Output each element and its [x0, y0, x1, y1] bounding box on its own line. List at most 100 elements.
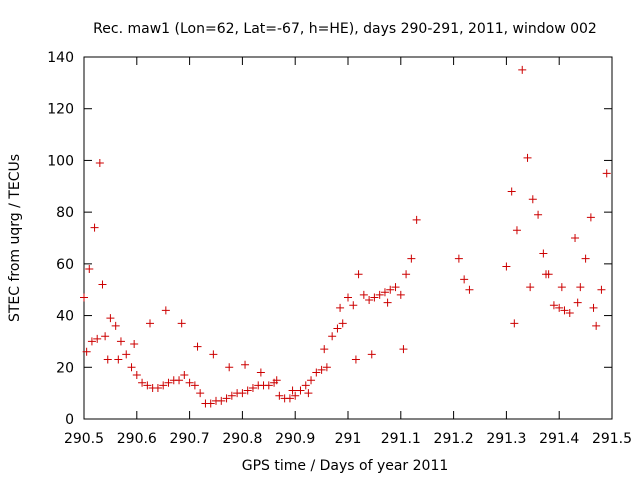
data-point-marker [571, 234, 580, 242]
data-point-marker [264, 381, 273, 390]
data-point-marker [164, 378, 173, 387]
data-point-marker [275, 391, 284, 400]
data-point-marker [146, 319, 154, 328]
data-point-marker [338, 319, 347, 328]
data-point-marker [526, 283, 535, 292]
data-point-marker [351, 355, 360, 364]
data-point-marker [507, 187, 516, 196]
data-point-marker [367, 350, 376, 359]
data-point-marker [581, 254, 590, 263]
y-tick-label: 60 [56, 257, 74, 273]
data-point-marker [206, 399, 215, 408]
y-tick-label: 0 [65, 412, 74, 428]
data-point-marker [98, 280, 107, 289]
data-point-marker [291, 391, 300, 400]
x-tick-label: 290.6 [117, 431, 157, 447]
data-point-marker [130, 340, 139, 349]
data-point-marker [85, 265, 94, 274]
data-point-marker [180, 371, 189, 380]
data-point-marker [161, 306, 170, 315]
data-point-marker [465, 285, 474, 294]
y-tick-label: 140 [47, 50, 74, 66]
data-point-marker [386, 285, 395, 294]
data-point-marker [349, 301, 358, 310]
x-tick-label: 291.1 [381, 431, 421, 447]
data-point-marker [402, 270, 411, 279]
data-point-marker [103, 355, 112, 364]
data-point-marker [312, 368, 321, 377]
data-point-marker [322, 363, 331, 372]
data-point-marker [95, 159, 104, 168]
data-point-marker [380, 288, 389, 297]
data-point-marker [542, 270, 550, 279]
axis-ticks [83, 56, 613, 420]
data-point-marker [301, 381, 310, 390]
data-point-marker [87, 337, 96, 346]
data-point-marker [185, 378, 194, 387]
data-point-marker [248, 383, 257, 392]
data-point-marker [597, 285, 606, 294]
data-point-marker [143, 381, 152, 390]
data-point-marker [296, 386, 305, 395]
data-point-marker [576, 283, 585, 292]
data-point-marker [354, 270, 363, 279]
data-point-marker [317, 365, 326, 374]
data-point-marker [412, 215, 421, 224]
y-tick-label: 20 [56, 360, 74, 376]
data-point-marker [560, 306, 569, 315]
data-point-marker [193, 342, 202, 351]
y-axis-label: STEC from uqrg / TECUs [7, 154, 23, 322]
data-point-marker [114, 355, 123, 364]
x-tick-labels: 290.5 290.6 290.7 290.8 290.9 291 291.1 291.2 29… [64, 431, 632, 447]
x-tick-label: 291.4 [539, 431, 579, 447]
data-point-marker [256, 368, 265, 377]
data-point-marker [602, 169, 611, 178]
data-point-marker [391, 283, 400, 292]
data-point-marker [225, 363, 234, 372]
data-point-marker [512, 226, 521, 235]
data-point-marker [272, 376, 281, 385]
data-point-marker [555, 303, 564, 312]
data-point-marker [116, 337, 125, 346]
x-tick-label: 291 [335, 431, 362, 447]
y-tick-label: 120 [47, 102, 74, 118]
x-tick-label: 290.7 [170, 431, 210, 447]
x-tick-label: 291.2 [434, 431, 474, 447]
data-point-marker [460, 275, 469, 284]
data-point-marker [399, 345, 408, 354]
data-point-marker [370, 293, 379, 302]
data-point-marker [304, 389, 313, 398]
data-point-marker [565, 308, 574, 317]
data-point-marker [153, 383, 162, 392]
data-point-marker [227, 391, 236, 400]
data-point-marker [101, 332, 110, 341]
data-point-marker [243, 386, 252, 395]
data-point-marker [111, 321, 120, 330]
data-point-marker [106, 314, 115, 323]
data-point-marker [159, 381, 168, 390]
y-tick-label: 80 [56, 205, 74, 221]
x-tick-label: 290.5 [64, 431, 104, 447]
data-point-marker [557, 283, 566, 292]
x-tick-label: 290.9 [275, 431, 315, 447]
data-point-marker [586, 213, 595, 222]
data-points [80, 65, 611, 408]
data-point-marker [502, 262, 511, 271]
x-tick-label: 291.5 [592, 431, 632, 447]
data-point-marker [241, 360, 250, 369]
y-tick-label: 100 [47, 153, 74, 169]
data-point-marker [328, 332, 337, 341]
data-point-marker [175, 376, 184, 385]
data-point-marker [209, 350, 218, 359]
x-axis-label: GPS time / Days of year 2011 [242, 458, 449, 474]
data-point-marker [359, 290, 368, 299]
data-point-marker [190, 381, 199, 390]
data-point-marker [523, 153, 532, 162]
data-point-marker [510, 319, 519, 328]
data-point-marker [573, 298, 582, 307]
y-tick-labels: 0 20 40 60 80 100 120 140 [47, 50, 74, 428]
data-point-marker [285, 394, 294, 403]
data-point-marker [288, 386, 297, 395]
data-point-marker [238, 389, 247, 398]
